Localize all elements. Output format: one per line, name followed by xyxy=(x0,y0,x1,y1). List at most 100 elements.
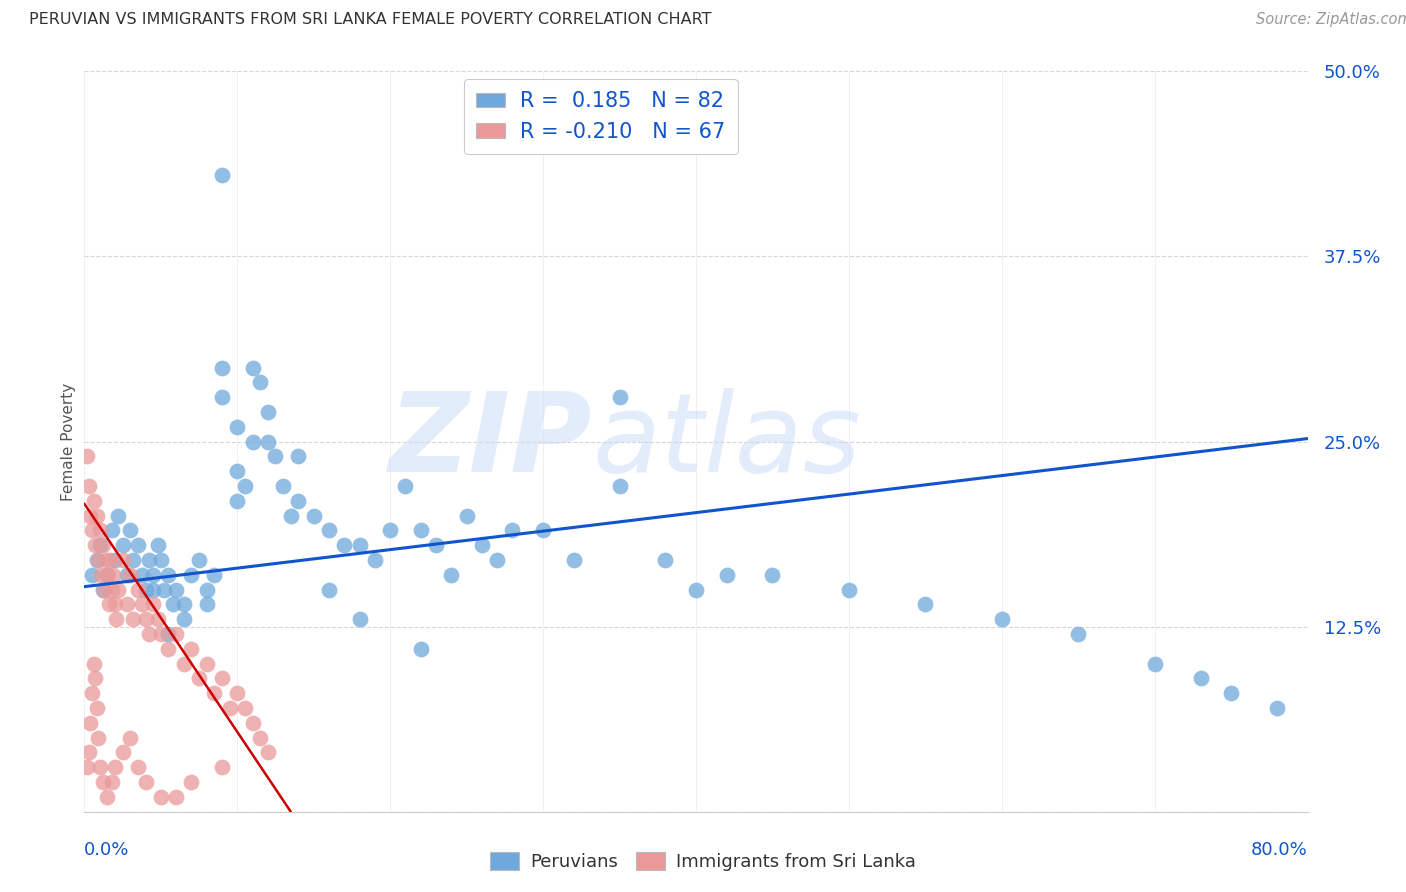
Point xyxy=(138,553,160,567)
Point xyxy=(98,553,121,567)
Point xyxy=(333,538,356,552)
Point xyxy=(107,582,129,597)
Point xyxy=(94,553,117,567)
Text: PERUVIAN VS IMMIGRANTS FROM SRI LANKA FEMALE POVERTY CORRELATION CHART: PERUVIAN VS IMMIGRANTS FROM SRI LANKA FE… xyxy=(30,12,711,27)
Point xyxy=(135,612,157,626)
Point xyxy=(122,612,145,626)
Point xyxy=(104,760,127,774)
Point xyxy=(716,567,738,582)
Point xyxy=(609,390,631,404)
Point xyxy=(105,612,128,626)
Point xyxy=(257,405,280,419)
Point xyxy=(104,598,127,612)
Point xyxy=(425,538,447,552)
Point xyxy=(79,715,101,730)
Point xyxy=(180,567,202,582)
Point xyxy=(84,538,107,552)
Point xyxy=(103,567,125,582)
Point xyxy=(1189,672,1212,686)
Point xyxy=(104,553,127,567)
Point xyxy=(120,524,142,538)
Point xyxy=(127,582,149,597)
Point xyxy=(211,390,233,404)
Point xyxy=(157,627,180,641)
Point xyxy=(761,567,783,582)
Point xyxy=(218,701,240,715)
Point xyxy=(131,598,153,612)
Point xyxy=(146,538,169,552)
Point xyxy=(142,567,165,582)
Point xyxy=(226,419,249,434)
Point xyxy=(287,493,309,508)
Point xyxy=(101,582,124,597)
Legend: R =  0.185   N = 82, R = -0.210   N = 67: R = 0.185 N = 82, R = -0.210 N = 67 xyxy=(464,78,738,154)
Point xyxy=(86,553,108,567)
Point xyxy=(131,567,153,582)
Point xyxy=(107,508,129,523)
Point xyxy=(86,508,108,523)
Point xyxy=(115,598,138,612)
Point xyxy=(96,789,118,804)
Point xyxy=(914,598,936,612)
Point xyxy=(149,553,172,567)
Point xyxy=(226,493,249,508)
Point xyxy=(86,701,108,715)
Point xyxy=(76,760,98,774)
Point xyxy=(318,582,340,597)
Point xyxy=(97,598,120,612)
Point xyxy=(188,672,211,686)
Point xyxy=(440,567,463,582)
Point xyxy=(101,775,124,789)
Point xyxy=(195,582,218,597)
Y-axis label: Female Poverty: Female Poverty xyxy=(60,383,76,500)
Point xyxy=(502,524,524,538)
Point xyxy=(271,479,294,493)
Point xyxy=(226,464,249,478)
Point xyxy=(91,775,114,789)
Point xyxy=(165,789,187,804)
Point xyxy=(257,434,280,449)
Point xyxy=(685,582,707,597)
Point xyxy=(302,508,325,523)
Point xyxy=(195,598,218,612)
Point xyxy=(157,641,180,656)
Point xyxy=(135,775,157,789)
Point xyxy=(202,567,225,582)
Point xyxy=(127,760,149,774)
Point xyxy=(89,524,111,538)
Point xyxy=(96,567,118,582)
Point xyxy=(180,775,202,789)
Point xyxy=(146,612,169,626)
Point xyxy=(76,450,98,464)
Point xyxy=(654,553,676,567)
Point xyxy=(1143,657,1166,671)
Point xyxy=(242,360,264,375)
Point xyxy=(202,686,225,700)
Text: 0.0%: 0.0% xyxy=(84,841,129,859)
Point xyxy=(173,612,195,626)
Point xyxy=(233,479,256,493)
Point xyxy=(173,598,195,612)
Point xyxy=(211,168,233,182)
Point xyxy=(211,672,233,686)
Point xyxy=(142,598,165,612)
Point xyxy=(180,641,202,656)
Point xyxy=(122,553,145,567)
Point xyxy=(89,538,111,552)
Point xyxy=(211,760,233,774)
Point xyxy=(111,538,134,552)
Point xyxy=(1265,701,1288,715)
Point xyxy=(394,479,416,493)
Point xyxy=(91,538,114,552)
Point xyxy=(138,627,160,641)
Point xyxy=(562,553,585,567)
Point xyxy=(153,582,176,597)
Point xyxy=(264,450,287,464)
Point xyxy=(838,582,860,597)
Point xyxy=(409,524,432,538)
Point xyxy=(242,434,264,449)
Point xyxy=(1220,686,1243,700)
Point xyxy=(135,582,157,597)
Point xyxy=(173,657,195,671)
Point xyxy=(101,524,124,538)
